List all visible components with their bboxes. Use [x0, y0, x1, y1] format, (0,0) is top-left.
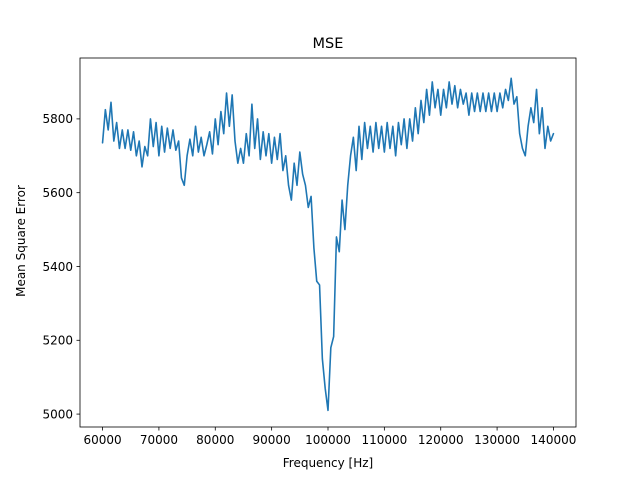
- plot-area: 60000 70000 80000 90000 100000 110000 120000 13…: [42, 57, 577, 447]
- x-tick-label: 80000: [196, 433, 234, 447]
- y-tick-label: 5800: [42, 112, 73, 126]
- x-tick-label: 100000: [305, 433, 351, 447]
- chart-title: MSE: [313, 36, 344, 52]
- x-axis-label: Frequency [Hz]: [283, 456, 374, 470]
- y-tick-label: 5600: [42, 186, 73, 200]
- y-tick-label: 5400: [42, 260, 73, 274]
- y-tick-label: 5000: [42, 407, 73, 421]
- x-tick-label: 140000: [531, 433, 577, 447]
- y-tick-label: 5200: [42, 334, 73, 348]
- x-tick-label: 70000: [140, 433, 178, 447]
- x-tick-label: 130000: [474, 433, 520, 447]
- x-tick-label: 60000: [83, 433, 121, 447]
- x-tick-label: 110000: [361, 433, 407, 447]
- x-tick-label: 90000: [253, 433, 291, 447]
- series-line-0: [101, 77, 555, 412]
- y-axis-label: Mean Square Error: [14, 185, 28, 297]
- x-tick-label: 120000: [418, 433, 464, 447]
